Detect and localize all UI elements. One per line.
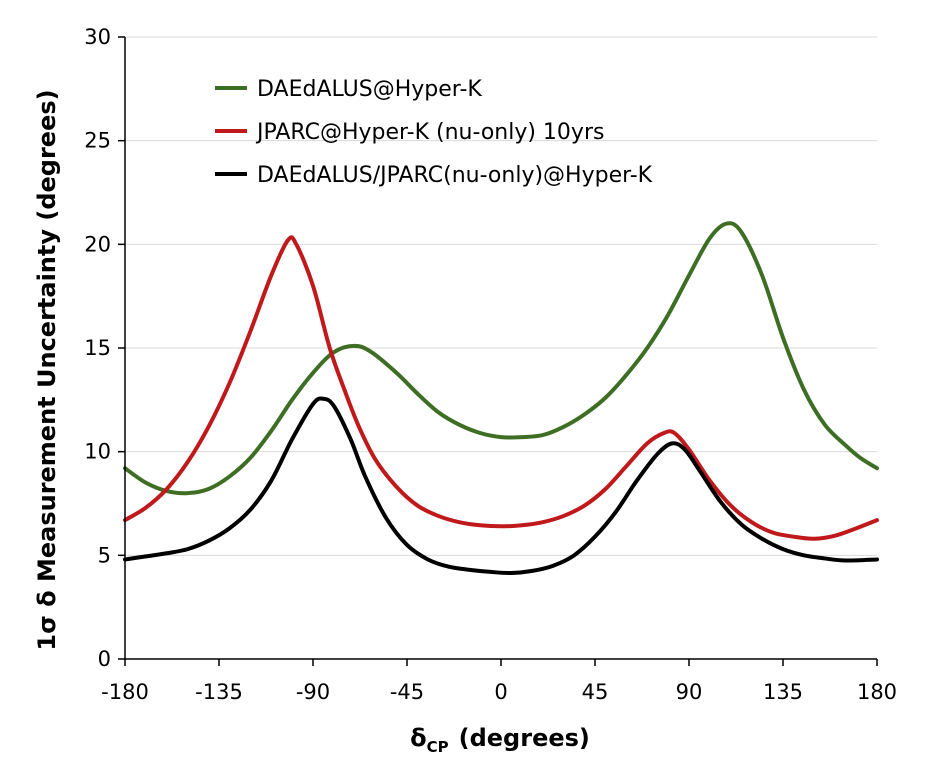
grid: [125, 36, 877, 556]
axes: [118, 36, 878, 666]
legend-label: JPARC@Hyper-K (nu-only) 10yrs: [255, 120, 604, 145]
x-tick-label: -45: [390, 680, 424, 704]
y-tick-label: 0: [98, 647, 111, 671]
series-layer: [123, 221, 879, 575]
x-axis-title-unit: (degrees): [459, 724, 590, 752]
y-tick-label: 10: [84, 440, 111, 464]
series-line-combined: [123, 396, 879, 575]
x-tick-label: -180: [101, 680, 149, 704]
y-tick-label: 30: [84, 25, 111, 49]
legend: DAEdALUS@Hyper-K JPARC@Hyper-K (nu-only) …: [215, 77, 653, 188]
x-tick-label: -90: [296, 680, 330, 704]
x-tick-label: 0: [494, 680, 507, 704]
y-tick-label: 25: [84, 129, 111, 153]
y-tick-label: 15: [84, 336, 111, 360]
x-axis-title-symbol: δ: [410, 724, 427, 752]
series-line-daedalus: [123, 221, 879, 496]
x-axis-title-subscript: CP: [427, 738, 449, 756]
legend-label: DAEdALUS@Hyper-K: [257, 77, 482, 102]
legend-label: DAEdALUS/JPARC(nu-only)@Hyper-K: [257, 163, 653, 188]
y-tick-label: 5: [98, 543, 111, 567]
y-axis-title: 1σ δ Measurement Uncertainty (degrees): [33, 89, 61, 650]
series-line-jparc: [123, 235, 879, 541]
y-tick-label: 20: [84, 232, 111, 256]
x-tick-label: 45: [582, 680, 609, 704]
x-tick-labels: -180 -135 -90 -45 0 45 90 135 180: [101, 680, 897, 704]
x-tick-label: 135: [763, 680, 803, 704]
x-tick-label: 90: [676, 680, 703, 704]
x-axis-title: δCP (degrees): [410, 724, 590, 756]
x-tick-label: 180: [857, 680, 897, 704]
y-tick-labels: 0 5 10 15 20 25 30: [84, 25, 111, 671]
x-tick-label: -135: [195, 680, 243, 704]
